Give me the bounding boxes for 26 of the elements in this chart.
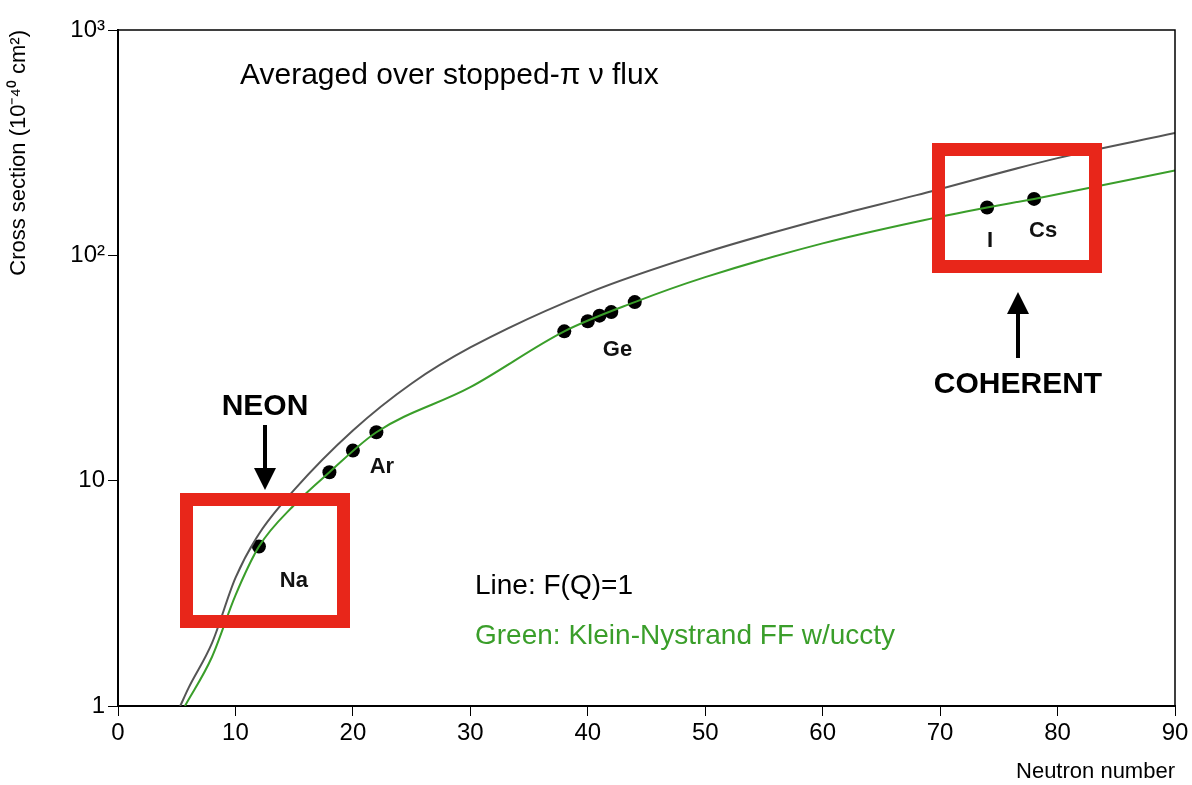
y-tick-label: 10³ [70,14,106,42]
x-tick-label: 10 [222,718,249,746]
annotation: Line: F(Q)=1 [475,568,633,600]
x-tick-label: 20 [339,718,367,746]
annotation: NEON [221,388,309,422]
y-tick-label: 10 [78,465,105,493]
y-axis-title: Cross section (10⁻⁴⁰ cm²) [5,30,31,276]
annotation: Ge [602,335,633,361]
x-tick-label: 60 [809,718,837,746]
y-tick-label: 1 [91,690,105,718]
y-tick-label: 10² [70,239,106,267]
x-tick-label: 70 [926,718,954,746]
x-tick-label: 0 [111,718,125,746]
x-tick-label: 80 [1044,718,1071,746]
annotation: I [987,226,994,252]
annotation: Ar [369,452,395,478]
x-tick-label: 30 [456,718,484,746]
annotation: Green: Klein-Nystrand FF w/uccty [475,618,896,650]
annotation: Na [279,566,309,592]
annotation: COHERENT [933,366,1103,400]
annotation: Cs [1029,216,1058,242]
x-tick-label: 50 [691,718,719,746]
annotation: Averaged over stopped-π ν flux [240,57,659,91]
x-axis-title: Neutron number [1016,757,1175,783]
x-tick-label: 90 [1161,718,1189,746]
x-tick-label: 40 [574,718,602,746]
